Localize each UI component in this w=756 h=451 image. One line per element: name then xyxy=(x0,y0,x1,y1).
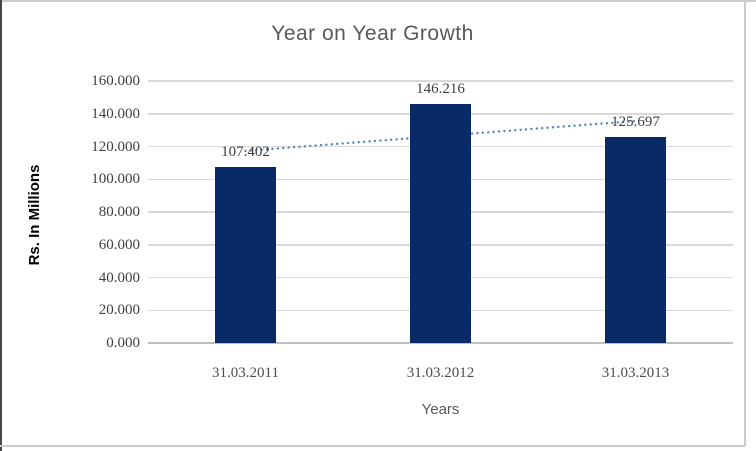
y-tick-label: 160.000 xyxy=(91,73,140,89)
bar-value-label: 125.697 xyxy=(611,114,660,131)
bar xyxy=(215,167,276,343)
x-category-label: 31.03.2013 xyxy=(601,365,670,381)
y-tick-label: 100.000 xyxy=(91,171,140,188)
x-axis-line xyxy=(148,342,733,344)
y-tick-label: 0.000 xyxy=(106,335,140,351)
chart-border-right xyxy=(744,1,746,446)
bar-value-label: 107.402 xyxy=(221,144,270,161)
chart-title: Year on Year Growth xyxy=(271,22,474,45)
bar xyxy=(605,137,666,343)
y-tick-label: 80.000 xyxy=(98,204,140,220)
bar xyxy=(410,103,471,343)
y-tick-label: 20.000 xyxy=(98,302,140,319)
y-tick-label: 60.000 xyxy=(98,236,140,253)
x-category-label: 31.03.2011 xyxy=(212,365,279,381)
x-category-label: 31.03.2012 xyxy=(406,365,475,381)
page-edge-left xyxy=(0,0,2,451)
gridline xyxy=(148,80,733,82)
chart-border-top xyxy=(0,0,756,2)
x-axis-title: Years xyxy=(421,401,460,418)
y-tick-label: 140.000 xyxy=(91,105,140,122)
chart-border-bottom xyxy=(0,445,745,447)
y-tick-label: 120.000 xyxy=(91,138,140,155)
bar-value-label: 146.216 xyxy=(416,80,465,97)
y-tick-label: 40.000 xyxy=(98,269,140,286)
